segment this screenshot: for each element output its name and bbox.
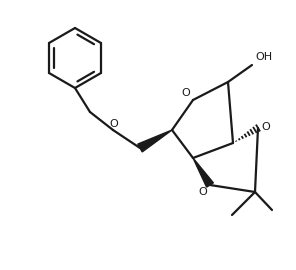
Polygon shape: [138, 130, 172, 152]
Text: O: O: [198, 187, 207, 197]
Text: OH: OH: [255, 52, 272, 62]
Polygon shape: [193, 158, 213, 187]
Text: O: O: [181, 88, 190, 98]
Text: O: O: [261, 122, 270, 132]
Text: O: O: [110, 119, 118, 129]
